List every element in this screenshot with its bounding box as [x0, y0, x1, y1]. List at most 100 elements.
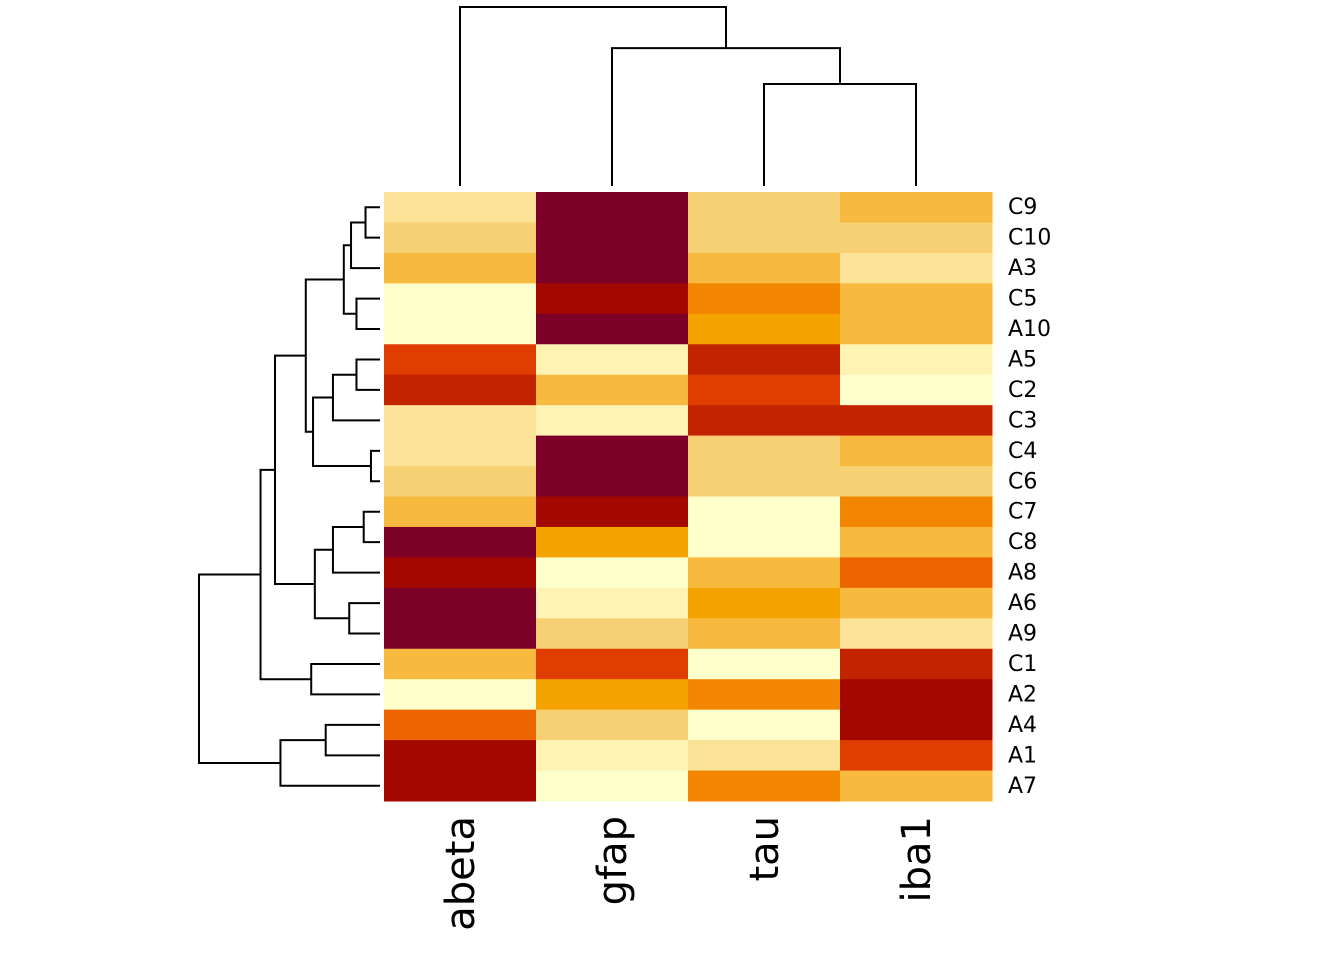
row-label-C5: C5: [1008, 287, 1037, 312]
row-dendrogram-branch: [355, 297, 380, 331]
heatmap-cell-A7-iba1: [840, 770, 993, 802]
heatmap-cell-A3-abeta: [384, 252, 537, 284]
row-label-C7: C7: [1008, 500, 1037, 525]
heatmap-cell-A6-iba1: [840, 587, 993, 619]
row-label-C2: C2: [1008, 378, 1037, 403]
heatmap-cell-A5-gfap: [536, 344, 689, 376]
row-dendrogram-branch: [279, 739, 380, 787]
heatmap-cell-A2-gfap: [536, 679, 689, 711]
heatmap-cell-C5-iba1: [840, 283, 993, 315]
row-label-A5: A5: [1008, 347, 1037, 372]
row-dendrogram-branch: [274, 354, 315, 586]
heatmap-cell-C7-gfap: [536, 496, 689, 528]
column-label-gfap: gfap: [590, 816, 636, 905]
heatmap-cell-C9-gfap: [536, 192, 689, 223]
heatmap-cell-C10-abeta: [384, 222, 537, 254]
row-dendrogram-branch: [198, 573, 281, 764]
row-label-C3: C3: [1008, 408, 1037, 433]
heatmap-cell-A6-abeta: [384, 587, 537, 619]
heatmap-cell-C7-tau: [688, 496, 841, 528]
heatmap-cell-A3-gfap: [536, 252, 689, 284]
heatmap-cell-A7-gfap: [536, 770, 689, 802]
heatmap-cell-C3-tau: [688, 405, 841, 437]
heatmap-cell-A1-tau: [688, 740, 841, 772]
heatmap-cell-C8-tau: [688, 526, 841, 558]
heatmap-cell-A4-iba1: [840, 709, 993, 741]
row-dendrogram-branch: [312, 396, 371, 468]
column-dendrogram-branch: [459, 6, 727, 186]
heatmap-cell-A8-gfap: [536, 557, 689, 589]
row-label-A10: A10: [1008, 317, 1051, 342]
row-label-A3: A3: [1008, 256, 1037, 281]
heatmap-cell-C5-gfap: [536, 283, 689, 315]
column-label-abeta: abeta: [438, 816, 484, 931]
heatmap-cell-A10-abeta: [384, 313, 537, 345]
row-dendrogram-branch: [355, 358, 380, 391]
heatmap-cell-C10-tau: [688, 222, 841, 254]
heatmap-cell-A8-tau: [688, 557, 841, 589]
heatmap-cell-C6-abeta: [384, 466, 537, 497]
row-dendrogram-branch: [369, 449, 380, 483]
heatmap-cell-A9-tau: [688, 618, 841, 650]
heatmap-cell-A2-tau: [688, 679, 841, 711]
heatmap-cell-C7-abeta: [384, 496, 537, 528]
column-labels: abeta gfap tau iba1: [438, 816, 940, 931]
heatmap-cell-A9-gfap: [536, 618, 689, 650]
heatmap-cell-A1-iba1: [840, 740, 993, 772]
heatmap-cell-C4-gfap: [536, 435, 689, 467]
heatmap-cell-C3-iba1: [840, 405, 993, 437]
heatmap-cell-C9-abeta: [384, 192, 537, 223]
heatmap-cell-A8-abeta: [384, 557, 537, 589]
heatmap-cell-A7-tau: [688, 770, 841, 802]
heatmap-cell-A4-gfap: [536, 709, 689, 741]
row-dendrogram: [198, 206, 380, 787]
row-label-C1: C1: [1008, 652, 1037, 677]
heatmap-cell-A10-tau: [688, 313, 841, 345]
column-label-iba1: iba1: [894, 816, 940, 902]
heatmap-cell-A5-abeta: [384, 344, 537, 376]
row-label-C8: C8: [1008, 530, 1037, 555]
column-dendrogram: [459, 6, 917, 186]
heatmap-cell-C9-iba1: [840, 192, 993, 223]
heatmap-cell-C2-abeta: [384, 374, 537, 406]
heatmap-cell-C9-tau: [688, 192, 841, 223]
heatmap-cell-A2-abeta: [384, 679, 537, 711]
heatmap-cell-C4-tau: [688, 435, 841, 467]
row-label-C6: C6: [1008, 469, 1037, 494]
heatmap-cell-C8-abeta: [384, 526, 537, 558]
heatmap-cell-A3-iba1: [840, 252, 993, 284]
heatmap-cell-C6-tau: [688, 466, 841, 497]
heatmap-cell-A9-iba1: [840, 618, 993, 650]
heatmap-cell-C1-abeta: [384, 648, 537, 680]
heatmap-cell-A5-iba1: [840, 344, 993, 376]
heatmap-cell-A1-abeta: [384, 740, 537, 772]
row-dendrogram-branch: [310, 662, 380, 696]
column-dendrogram-branch: [763, 82, 917, 186]
row-dendrogram-branch: [362, 510, 380, 544]
heatmap-cell-C3-abeta: [384, 405, 537, 437]
heatmap-cell-A2-iba1: [840, 679, 993, 711]
column-label-tau: tau: [742, 816, 788, 882]
heatmap-cell-C1-iba1: [840, 648, 993, 680]
heatmap-cell-C6-iba1: [840, 466, 993, 497]
heatmap-cell-C2-iba1: [840, 374, 993, 406]
row-dendrogram-branch: [331, 525, 380, 574]
column-dendrogram-branch: [611, 47, 841, 186]
heatmap-cell-C6-gfap: [536, 466, 689, 497]
row-label-A9: A9: [1008, 622, 1037, 647]
heatmap-cell-A1-gfap: [536, 740, 689, 772]
heatmap-cell-A9-abeta: [384, 618, 537, 650]
heatmap-cell-C4-iba1: [840, 435, 993, 467]
heatmap-cells: [384, 192, 993, 802]
row-dendrogram-branch: [364, 206, 380, 239]
row-label-C9: C9: [1008, 195, 1037, 220]
heatmap-cell-C4-abeta: [384, 435, 537, 467]
heatmap-cell-C5-tau: [688, 283, 841, 315]
heatmap-cell-A6-tau: [688, 587, 841, 619]
heatmap-cell-C10-iba1: [840, 222, 993, 254]
heatmap-cell-C7-iba1: [840, 496, 993, 528]
heatmap-cell-C2-gfap: [536, 374, 689, 406]
row-dendrogram-branch: [348, 602, 380, 635]
row-label-A8: A8: [1008, 561, 1037, 586]
